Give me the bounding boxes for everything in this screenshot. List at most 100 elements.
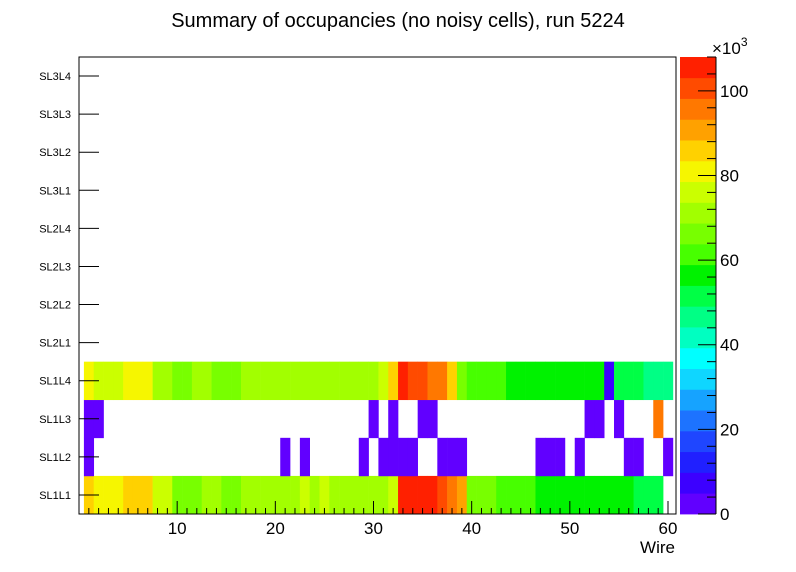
heatmap-cell-sl1l2-wire-49	[555, 437, 566, 477]
heatmap-cell-sl1l2-wire-37	[437, 437, 448, 477]
heatmap-cell-sl1l1-wire-48	[545, 475, 556, 515]
heatmap-cell-sl1l3-wire-36	[427, 399, 438, 439]
heatmap-cell-sl1l1-wire-57	[633, 475, 644, 515]
color-scale-segment-6	[680, 389, 716, 411]
color-scale-segment-20	[680, 98, 716, 120]
heatmap-cell-sl1l2-wire-60	[663, 437, 674, 477]
heatmap-cell-sl1l4-wire-58	[643, 361, 654, 401]
heatmap-cell-sl1l1-wire-58	[643, 475, 654, 515]
heatmap-cell-sl1l4-wire-28	[348, 361, 360, 401]
heatmap-cell-sl1l3-wire-55	[614, 399, 625, 439]
color-scale-segment-1	[680, 493, 716, 515]
color-scale-label-100: 100	[720, 82, 748, 101]
heatmap-cell-sl1l1-wire-11	[182, 475, 193, 515]
heatmap-cell-sl1l1-wire-19	[260, 475, 271, 515]
heatmap-cell-sl1l1-wire-37	[437, 475, 448, 515]
heatmap-cell-sl1l4-wire-52	[584, 361, 595, 401]
color-scale-multiplier: ×103	[712, 35, 748, 58]
heatmap-cell-sl1l1-wire-49	[555, 475, 566, 515]
heatmap-cell-sl1l4-wire-34	[407, 361, 418, 401]
heatmap-cell-sl1l4-wire-11	[182, 361, 193, 401]
heatmap-cell-sl1l3-wire-35	[417, 399, 428, 439]
color-scale-segment-9	[680, 327, 716, 349]
heatmap-cell-sl1l2-wire-31	[378, 437, 389, 477]
x-tick-label-50: 50	[560, 519, 579, 538]
heatmap-cell-sl1l4-wire-49	[555, 361, 566, 401]
heatmap-cell-sl1l2-wire-57	[633, 437, 644, 477]
color-scale-segment-7	[680, 368, 716, 390]
heatmap-cell-sl1l4-wire-24	[309, 361, 320, 401]
heatmap-cell-sl1l2-wire-39	[456, 437, 468, 477]
heatmap-cell-sl1l4-wire-38	[447, 361, 458, 401]
heatmap-cell-sl1l3-wire-52	[584, 399, 595, 439]
heatmap-cell-sl1l1-wire-6	[132, 475, 144, 515]
heatmap-cells	[83, 361, 674, 515]
heatmap-cell-sl1l4-wire-10	[172, 361, 183, 401]
heatmap-cell-sl1l2-wire-38	[447, 437, 458, 477]
color-scale-segment-11	[680, 285, 716, 307]
heatmap-cell-sl1l1-wire-31	[378, 475, 389, 515]
heatmap-cell-sl1l4-wire-30	[368, 361, 379, 401]
heatmap-cell-sl1l3-wire-32	[388, 399, 399, 439]
color-scale-segment-2	[680, 472, 716, 494]
heatmap-cell-sl1l3-wire-30	[368, 399, 379, 439]
heatmap-cell-sl1l1-wire-47	[535, 475, 546, 515]
heatmap-cell-sl1l1-wire-16	[231, 475, 242, 515]
heatmap-cell-sl1l2-wire-51	[574, 437, 585, 477]
color-scale-label-80: 80	[720, 166, 739, 185]
heatmap-cell-sl1l1-wire-21	[280, 475, 291, 515]
heatmap-cell-sl1l4-wire-46	[525, 361, 536, 401]
color-scale-segment-10	[680, 306, 716, 328]
heatmap-cell-sl1l1-wire-33	[398, 475, 409, 515]
heatmap-cell-sl1l1-wire-54	[604, 475, 615, 515]
heatmap-cell-sl1l1-wire-7	[142, 475, 153, 515]
color-scale-segment-13	[680, 243, 716, 266]
heatmap-cell-sl1l4-wire-18	[250, 361, 261, 401]
heatmap-cell-sl1l1-wire-29	[358, 475, 369, 515]
heatmap-cell-sl1l1-wire-5	[123, 475, 134, 515]
x-tick-label-60: 60	[659, 519, 678, 538]
heatmap-cell-sl1l1-wire-52	[584, 475, 595, 515]
heatmap-cell-sl1l2-wire-47	[535, 437, 546, 477]
y-tick-label-sl3l2: SL3L2	[39, 147, 71, 159]
heatmap-cell-sl1l4-wire-53	[594, 361, 605, 401]
heatmap-cell-sl1l2-wire-23	[299, 437, 310, 477]
heatmap-cell-sl1l1-wire-4	[113, 475, 124, 515]
heatmap-cell-sl1l1-wire-35	[417, 475, 428, 515]
x-tick-label-20: 20	[266, 519, 285, 538]
color-scale-bar	[680, 57, 716, 515]
heatmap-cell-sl1l4-wire-51	[574, 361, 585, 401]
color-scale-segment-4	[680, 430, 716, 453]
y-tick-label-sl2l2: SL2L2	[39, 300, 71, 312]
color-scale-ticks: 0 20 40 60 80 100	[698, 56, 748, 524]
y-tick-label-sl1l3: SL1L3	[39, 414, 71, 426]
heatmap-cell-sl1l1-wire-18	[250, 475, 261, 515]
x-axis-label: Wire	[640, 538, 675, 557]
y-tick-label-sl1l4: SL1L4	[39, 376, 71, 388]
heatmap-cell-sl1l4-wire-60	[663, 361, 674, 401]
heatmap-cell-sl1l1-wire-28	[348, 475, 360, 515]
heatmap-cell-sl1l4-wire-19	[260, 361, 271, 401]
heatmap-cell-sl1l4-wire-4	[113, 361, 124, 401]
heatmap-cell-sl1l4-wire-16	[231, 361, 242, 401]
heatmap-cell-sl1l4-wire-55	[614, 361, 625, 401]
heatmap-cell-sl1l4-wire-33	[398, 361, 409, 401]
heatmap-cell-sl1l1-wire-14	[211, 475, 222, 515]
multiplier-base: ×10	[712, 39, 741, 58]
heatmap-cell-sl1l1-wire-13	[201, 475, 212, 515]
heatmap-cell-sl1l1-wire-20	[270, 475, 281, 515]
heatmap-cell-sl1l4-wire-9	[162, 361, 173, 401]
heatmap-cell-sl1l4-wire-32	[388, 361, 399, 401]
heatmap-cell-sl1l2-wire-34	[407, 437, 418, 477]
heatmap-cell-sl1l4-wire-13	[201, 361, 212, 401]
heatmap-cell-sl1l4-wire-6	[132, 361, 144, 401]
y-tick-label-sl2l1: SL2L1	[39, 338, 71, 350]
heatmap-cell-sl1l1-wire-24	[309, 475, 320, 515]
heatmap-cell-sl1l2-wire-33	[398, 437, 409, 477]
heatmap-cell-sl1l1-wire-56	[623, 475, 634, 515]
y-tick-label-sl3l3: SL3L3	[39, 109, 71, 121]
multiplier-exponent: 3	[741, 35, 748, 49]
heatmap-cell-sl1l1-wire-15	[221, 475, 232, 515]
y-tick-label-sl1l2: SL1L2	[39, 452, 71, 464]
heatmap-cell-sl1l4-wire-45	[515, 361, 526, 401]
